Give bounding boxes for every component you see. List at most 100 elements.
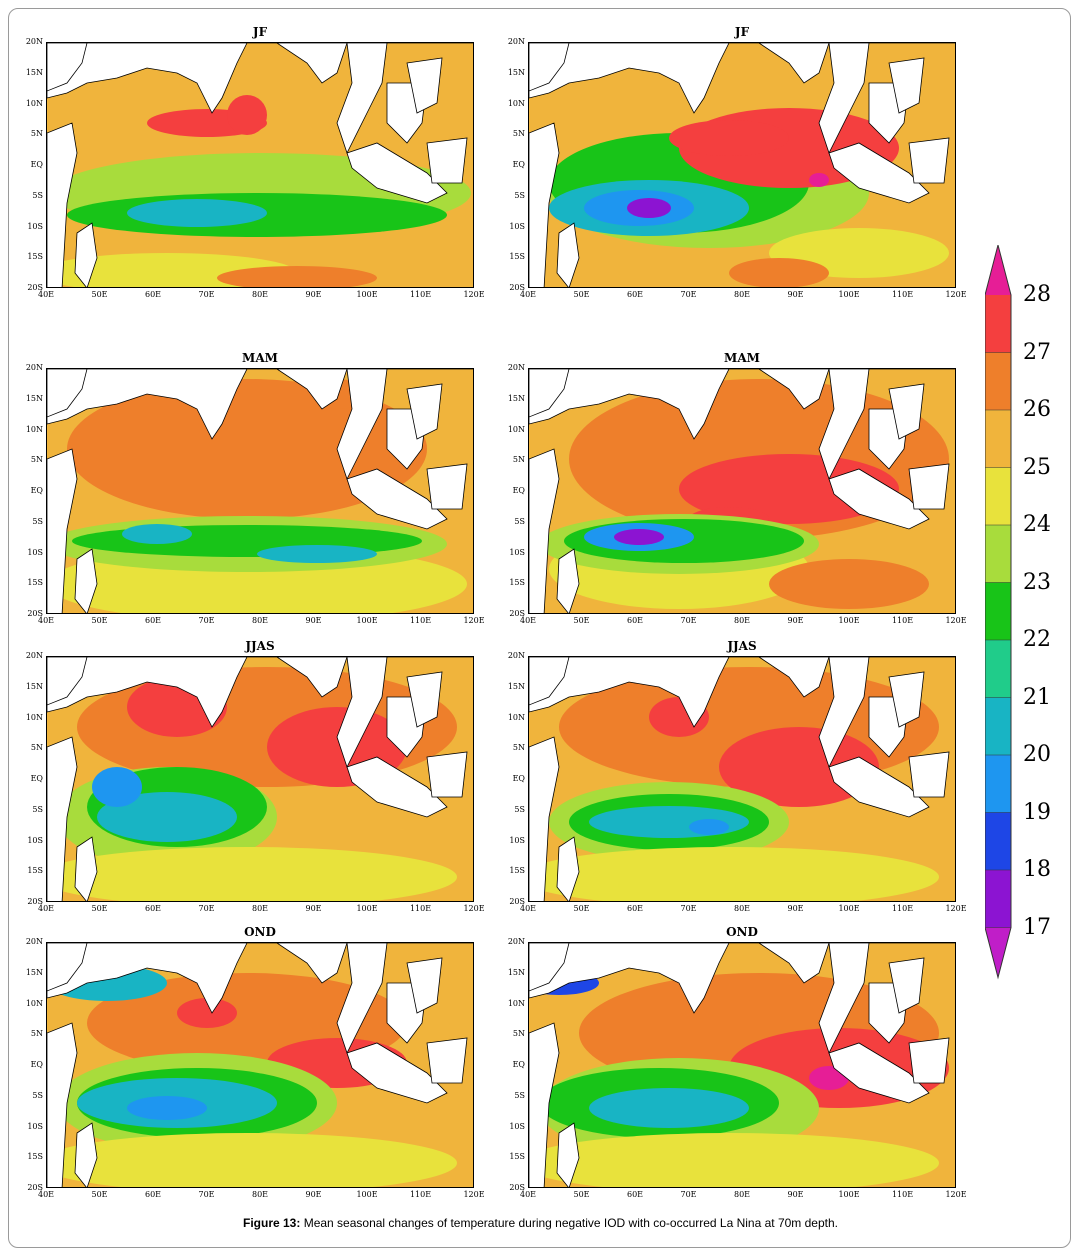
y-tick-label: 5N xyxy=(512,743,525,753)
colorbar-tick-label: 23 xyxy=(1023,569,1051,595)
contour-region xyxy=(689,819,729,835)
land-mass xyxy=(336,943,388,1055)
x-tick-label: 110E xyxy=(409,904,432,913)
x-tick-label: 90E xyxy=(305,904,322,913)
temperature-map xyxy=(528,42,956,288)
colorbar-swatch xyxy=(985,525,1011,583)
y-tick-label: 10S xyxy=(509,547,525,557)
land-mass xyxy=(47,369,473,440)
x-tick-label: 40E xyxy=(519,290,537,299)
contour-region xyxy=(729,258,829,287)
x-tick-label: 60E xyxy=(144,290,162,299)
land-mass xyxy=(828,142,930,204)
y-tick-label: 5N xyxy=(30,455,43,465)
y-tick-label: 20S xyxy=(509,1183,525,1192)
y-tick-label: 20N xyxy=(507,937,525,946)
x-tick-label: 90E xyxy=(305,1190,322,1199)
colorbar-tick-label: 17 xyxy=(1023,914,1051,940)
land-mass xyxy=(908,463,950,510)
contour-field xyxy=(47,369,473,613)
y-tick-label: 15S xyxy=(27,1152,43,1162)
y-tick-label: 20N xyxy=(507,37,525,46)
land-mass xyxy=(346,468,448,530)
colorbar-outline xyxy=(984,243,1012,980)
y-tick-label: 20S xyxy=(509,897,525,906)
temperature-map xyxy=(46,42,474,288)
land-mass xyxy=(556,1122,580,1187)
y-tick-label: 15S xyxy=(27,866,43,876)
x-tick-label: 40E xyxy=(37,1190,55,1199)
y-tick-label: 5S xyxy=(32,190,43,200)
y-tick-label: 20S xyxy=(27,283,43,292)
y-tick-label: 20S xyxy=(27,897,43,906)
temperature-map xyxy=(528,942,956,1188)
colorbar-tick-label: 18 xyxy=(1023,857,1051,882)
panel-title: OND xyxy=(726,925,758,939)
x-tick-label: 100E xyxy=(356,904,378,913)
y-tick-label: 15N xyxy=(507,967,525,977)
x-tick-label: 80E xyxy=(251,904,269,913)
x-tick-label: 110E xyxy=(409,1190,432,1199)
x-tick-label: 60E xyxy=(626,1190,644,1199)
x-tick-label: 120E xyxy=(463,904,485,913)
panel-title: OND xyxy=(244,925,276,939)
land-mass xyxy=(346,142,448,204)
land-mass xyxy=(47,122,78,287)
colorbar-swatch xyxy=(985,410,1011,468)
contour-region xyxy=(227,95,267,135)
y-tick-label: EQ xyxy=(30,774,43,783)
panel-title: JF xyxy=(734,25,750,39)
x-tick-label: 80E xyxy=(251,616,269,625)
land-mass xyxy=(529,657,955,728)
x-tick-label: 40E xyxy=(37,616,55,625)
colorbar-swatch xyxy=(985,755,1011,813)
y-tick-label: 20N xyxy=(507,651,525,660)
x-tick-label: 50E xyxy=(91,616,108,625)
colorbar-swatch xyxy=(985,582,1011,640)
land-mass xyxy=(406,671,443,728)
x-tick-label: 90E xyxy=(305,616,322,625)
land-mass xyxy=(908,137,950,184)
land-mass xyxy=(47,657,473,728)
contour-region xyxy=(92,767,142,807)
land-mass xyxy=(529,657,570,706)
contour-field xyxy=(529,657,955,901)
figure-caption: Figure 13: Mean seasonal changes of temp… xyxy=(0,1216,1081,1230)
land-mass xyxy=(818,369,870,481)
temperature-map xyxy=(528,368,956,614)
x-tick-label: 120E xyxy=(945,616,967,625)
land-mass xyxy=(47,448,78,613)
y-tick-label: 20S xyxy=(27,1183,43,1192)
land-mass xyxy=(47,369,88,418)
y-tick-label: 15S xyxy=(27,252,43,262)
x-tick-label: 60E xyxy=(144,904,162,913)
contour-region xyxy=(589,1088,749,1128)
x-tick-label: 120E xyxy=(463,1190,485,1199)
y-tick-label: 15N xyxy=(25,67,43,77)
y-tick-label: 5S xyxy=(32,1090,43,1100)
land-mass xyxy=(74,222,98,287)
contour-region xyxy=(589,806,749,838)
colorbar-tick-label: 22 xyxy=(1023,627,1051,652)
x-tick-label: 110E xyxy=(891,616,914,625)
y-tick-label: 5S xyxy=(514,804,525,814)
colorbar: 28 27 26 25 24 23 22 21 20 19 18 17 xyxy=(984,243,1055,985)
colorbar-tick-label: 20 xyxy=(1023,742,1051,767)
y-tick-label: 10S xyxy=(27,221,43,231)
panel-title: JJAS xyxy=(727,639,757,653)
x-tick-label: 40E xyxy=(519,616,537,625)
y-tick-label: 10N xyxy=(507,712,525,722)
land-mass xyxy=(47,43,473,114)
land-mass xyxy=(888,671,925,728)
y-tick-label: 5N xyxy=(30,1029,43,1039)
y-tick-label: 15S xyxy=(509,252,525,262)
colorbar-tick-label: 25 xyxy=(1023,454,1051,480)
land-mass xyxy=(47,943,473,1014)
land-mass xyxy=(529,369,570,418)
contour-region xyxy=(97,792,237,842)
colorbar-swatch xyxy=(985,640,1011,698)
y-tick-label: 10S xyxy=(509,1121,525,1131)
colorbar-swatch xyxy=(985,697,1011,755)
x-tick-label: 80E xyxy=(733,616,751,625)
colorbar-swatch xyxy=(985,295,1011,353)
